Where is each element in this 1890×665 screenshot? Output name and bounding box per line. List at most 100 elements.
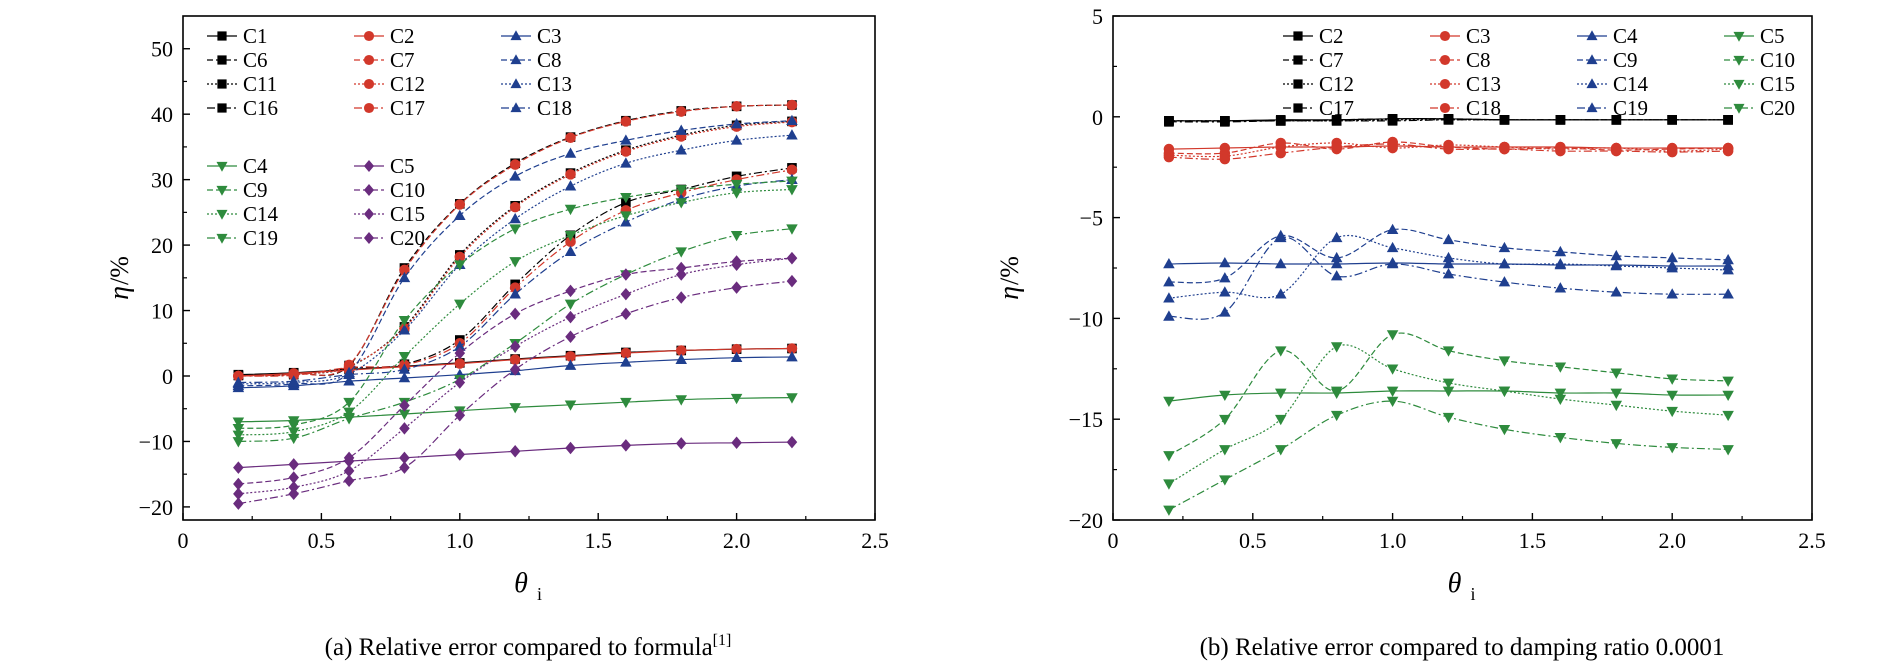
data-point xyxy=(1386,330,1399,341)
data-point xyxy=(343,474,355,487)
legend-label: C12 xyxy=(1319,72,1354,96)
data-point xyxy=(1499,143,1510,155)
data-point xyxy=(232,437,245,448)
series-line xyxy=(238,179,793,384)
data-point xyxy=(620,347,632,359)
y-tick-label: 40 xyxy=(151,102,173,127)
legend-label: C15 xyxy=(1760,72,1795,96)
data-point xyxy=(509,340,521,353)
legend-item-C11: C11 xyxy=(207,72,277,96)
legend-item-C8: C8 xyxy=(1430,48,1491,72)
legend-label: C2 xyxy=(1319,24,1344,48)
data-point xyxy=(731,281,742,294)
x-axis-label-subscript: i xyxy=(537,584,542,604)
data-point xyxy=(1722,145,1734,157)
data-point xyxy=(565,351,576,362)
legend-label: C4 xyxy=(243,154,268,178)
data-point xyxy=(1275,231,1287,243)
legend-label: C15 xyxy=(390,202,425,226)
legend-swatch-marker xyxy=(363,78,375,90)
series-C6 xyxy=(233,100,797,381)
data-point xyxy=(1219,286,1231,297)
data-point xyxy=(1610,439,1623,450)
data-point xyxy=(1666,288,1678,299)
data-point xyxy=(564,299,577,310)
data-point xyxy=(565,310,576,324)
data-point xyxy=(730,179,743,191)
data-point xyxy=(730,230,743,242)
y-tick-label: 30 xyxy=(151,168,173,193)
data-point xyxy=(287,420,300,432)
data-point xyxy=(1611,115,1622,125)
data-point xyxy=(786,176,798,187)
data-point xyxy=(731,101,742,112)
data-point xyxy=(454,199,466,210)
data-point xyxy=(786,351,798,362)
legend-label: C5 xyxy=(1760,24,1785,48)
legend-swatch-marker xyxy=(510,78,522,89)
data-point xyxy=(731,436,742,450)
data-point xyxy=(1330,231,1343,243)
data-point xyxy=(786,435,798,449)
legend-item-C19: C19 xyxy=(1577,96,1648,120)
data-point xyxy=(675,185,687,196)
series-line xyxy=(238,188,793,436)
data-point xyxy=(1666,390,1678,402)
data-point xyxy=(675,261,687,275)
x-tick-label: 2.5 xyxy=(1798,528,1826,553)
data-point xyxy=(509,363,521,376)
legend-item-C3: C3 xyxy=(501,24,562,48)
legend-label: C17 xyxy=(1319,96,1354,120)
legend-label: C3 xyxy=(537,24,562,48)
legend-label: C8 xyxy=(1466,48,1491,72)
series-C18 xyxy=(1163,138,1734,165)
data-point xyxy=(675,353,687,364)
data-point xyxy=(1163,479,1175,490)
series-C14 xyxy=(1163,231,1734,303)
data-point xyxy=(675,144,687,155)
legend-swatch-marker xyxy=(363,160,375,172)
y-axis-label-group: η/% xyxy=(994,256,1025,300)
data-point xyxy=(1666,406,1678,418)
series-line xyxy=(238,280,793,505)
data-point xyxy=(1722,253,1734,265)
data-point xyxy=(232,417,245,428)
data-point xyxy=(564,204,577,216)
data-point xyxy=(509,445,521,458)
data-point xyxy=(1442,233,1455,245)
data-point xyxy=(1219,272,1231,283)
series-line xyxy=(238,104,793,377)
data-point xyxy=(287,375,300,386)
y-axis-label: η xyxy=(994,286,1025,300)
legend-item-C19: C19 xyxy=(207,226,278,250)
data-point xyxy=(288,487,299,501)
series-layer xyxy=(232,99,798,510)
data-point xyxy=(675,247,687,258)
x-tick-label: 1.5 xyxy=(1519,528,1547,553)
legend-item-C14: C14 xyxy=(1577,72,1649,96)
series-C14 xyxy=(232,185,798,441)
y-tick-label: 50 xyxy=(151,37,173,62)
data-point xyxy=(1163,292,1175,303)
data-point xyxy=(1610,368,1623,379)
data-point xyxy=(1386,396,1399,408)
data-point xyxy=(343,368,355,380)
data-point xyxy=(509,159,521,170)
legend-swatch-marker xyxy=(217,79,227,89)
data-point xyxy=(1164,117,1174,127)
data-point xyxy=(786,251,798,265)
data-point xyxy=(1722,264,1734,275)
data-point xyxy=(232,430,245,441)
legend-item-C12: C12 xyxy=(1283,72,1354,96)
data-point xyxy=(620,268,632,281)
data-point xyxy=(1275,257,1287,269)
y-axis-label-unit: /% xyxy=(105,256,134,285)
legend-label: C17 xyxy=(390,96,425,120)
legend-label: C7 xyxy=(390,48,415,72)
data-point xyxy=(509,212,521,224)
data-point xyxy=(398,271,411,283)
data-point xyxy=(730,351,743,362)
data-point xyxy=(288,458,299,471)
x-tick-label: 0.5 xyxy=(1239,528,1267,553)
data-point xyxy=(1610,286,1623,297)
